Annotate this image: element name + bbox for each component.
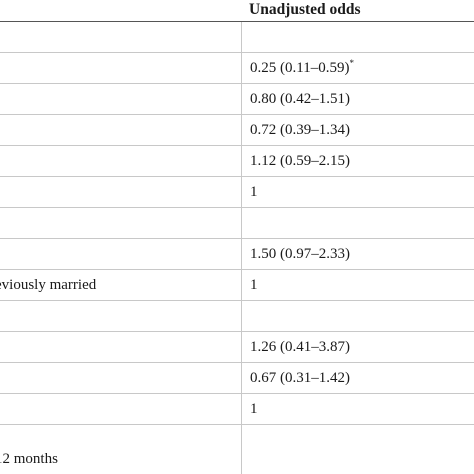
row-value-cell — [242, 425, 474, 474]
table-row: 0.80 (0.42–1.51) — [0, 84, 474, 115]
row-value: 1 — [250, 184, 258, 200]
row-value-cell: 1.12 (0.59–2.15) — [242, 146, 474, 176]
header-odds-cell: Unadjusted odds — [242, 0, 474, 21]
row-value-cell — [242, 301, 474, 331]
row-label-cell: eviously married — [0, 270, 242, 300]
row-label-cell — [0, 146, 242, 176]
table-row: 0.72 (0.39–1.34) — [0, 115, 474, 146]
row-value: 1 — [250, 401, 258, 417]
table-row — [0, 301, 474, 332]
table-row: 1.12 (0.59–2.15) — [0, 146, 474, 177]
row-value: 1.50 (0.97–2.33) — [250, 246, 350, 262]
row-value: 1.26 (0.41–3.87) — [250, 339, 350, 355]
row-label-cell — [0, 115, 242, 145]
row-value-cell — [242, 22, 474, 52]
table-row: 0.25 (0.11–0.59)* — [0, 53, 474, 84]
row-value-cell: 1.50 (0.97–2.33) — [242, 239, 474, 269]
row-value-cell: 1 — [242, 394, 474, 424]
table-row: 1.50 (0.97–2.33) — [0, 239, 474, 270]
row-label-cell — [0, 301, 242, 331]
significance-marker: * — [349, 58, 354, 68]
row-label: eviously married — [0, 277, 97, 293]
row-value: 1 — [250, 277, 258, 293]
table-row: 0.67 (0.31–1.42) — [0, 363, 474, 394]
table-row: 12 months — [0, 425, 474, 474]
table-header-row: Unadjusted odds — [0, 0, 474, 22]
row-value-cell: 0.25 (0.11–0.59)* — [242, 53, 474, 83]
row-label-cell — [0, 22, 242, 52]
row-label-cell: 12 months — [0, 425, 242, 474]
header-odds-label: Unadjusted odds — [249, 1, 361, 18]
header-variable-cell — [0, 0, 242, 21]
table-row — [0, 22, 474, 53]
row-value-cell: 1 — [242, 270, 474, 300]
row-value: 0.25 (0.11–0.59)* — [250, 58, 354, 76]
row-value-cell: 1 — [242, 177, 474, 207]
row-value-cell: 0.67 (0.31–1.42) — [242, 363, 474, 393]
row-value: 1.12 (0.59–2.15) — [250, 153, 350, 169]
row-label-cell — [0, 84, 242, 114]
row-label-cell — [0, 53, 242, 83]
table-row: 1.26 (0.41–3.87) — [0, 332, 474, 363]
row-label: 12 months — [0, 451, 58, 467]
row-label-cell — [0, 177, 242, 207]
row-value: 0.72 (0.39–1.34) — [250, 122, 350, 138]
row-label-cell — [0, 332, 242, 362]
row-label-cell — [0, 394, 242, 424]
row-value-cell: 0.72 (0.39–1.34) — [242, 115, 474, 145]
table-row — [0, 208, 474, 239]
row-label-cell — [0, 239, 242, 269]
row-label-cell — [0, 208, 242, 238]
row-value-cell: 0.80 (0.42–1.51) — [242, 84, 474, 114]
row-value: 0.67 (0.31–1.42) — [250, 370, 350, 386]
row-label-cell — [0, 363, 242, 393]
row-value-cell: 1.26 (0.41–3.87) — [242, 332, 474, 362]
table-row: eviously married 1 — [0, 270, 474, 301]
row-value-cell — [242, 208, 474, 238]
row-value: 0.80 (0.42–1.51) — [250, 91, 350, 107]
table-row: 1 — [0, 177, 474, 208]
table-row: 1 — [0, 394, 474, 425]
